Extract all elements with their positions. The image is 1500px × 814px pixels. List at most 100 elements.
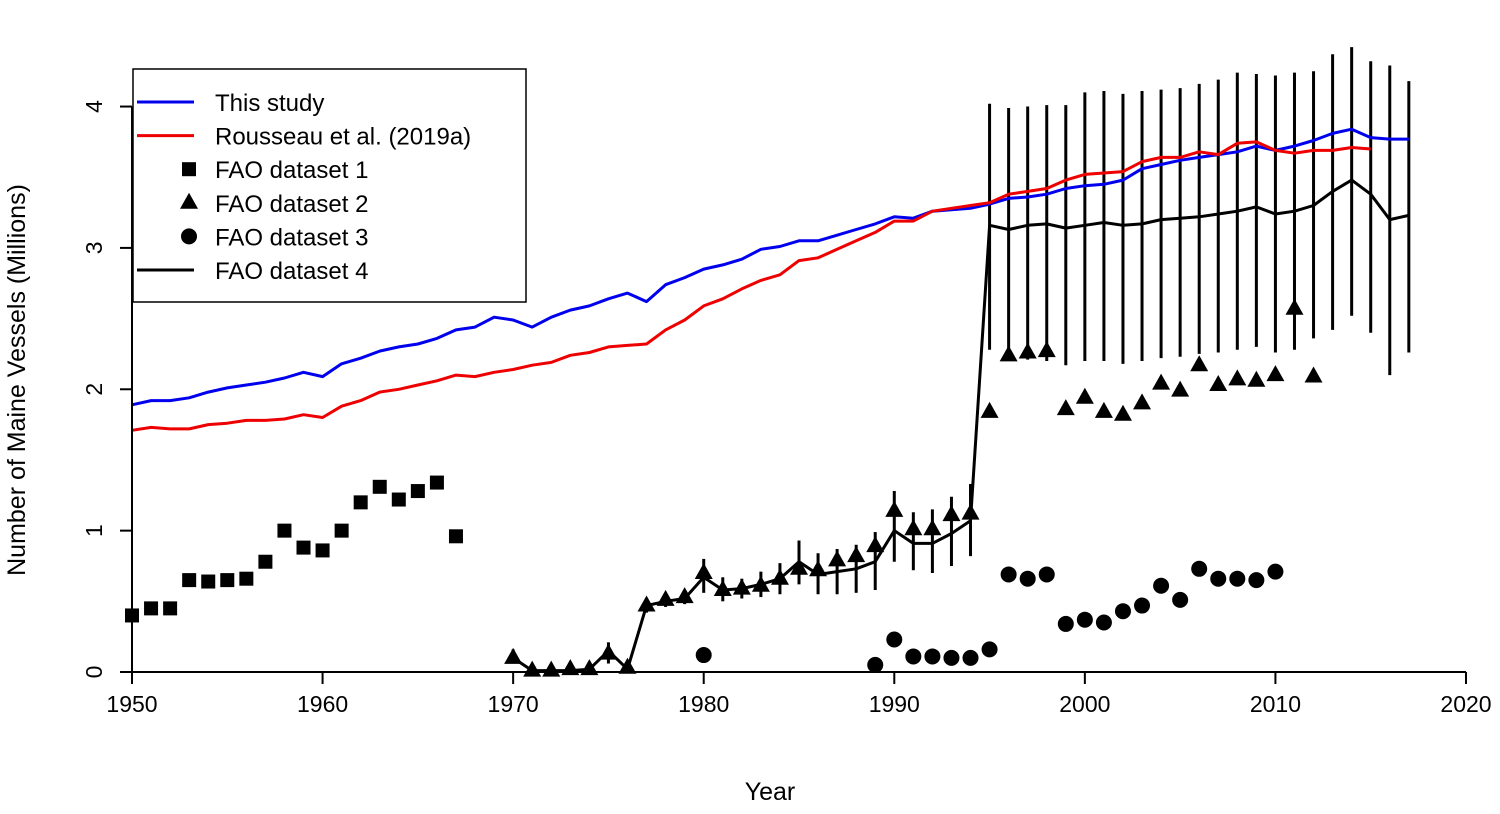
data-point-triangle — [1075, 387, 1094, 404]
data-point-circle — [962, 649, 979, 666]
x-tick-label: 1950 — [106, 691, 157, 717]
data-point-circle — [1191, 560, 1208, 577]
legend-marker-circle — [181, 228, 197, 245]
data-point-circle — [1038, 566, 1055, 583]
x-tick-label: 1990 — [869, 691, 920, 717]
data-point-triangle — [1094, 401, 1113, 418]
data-point-triangle — [1190, 355, 1209, 372]
y-tick-label: 2 — [81, 383, 107, 396]
data-point-circle — [1076, 611, 1093, 628]
data-point-triangle — [942, 505, 961, 522]
data-point-triangle — [790, 558, 808, 575]
data-point-triangle — [504, 647, 523, 664]
data-point-circle — [1153, 577, 1170, 594]
legend-marker-square — [182, 162, 196, 177]
legend-label: This study — [215, 90, 324, 117]
y-tick-label: 4 — [81, 100, 107, 113]
data-point-circle — [1248, 572, 1265, 589]
data-point-square — [372, 479, 387, 494]
data-point-circle — [695, 647, 712, 664]
x-tick-label: 1970 — [488, 691, 539, 717]
y-axis-ticks: 0 1 2 3 4 — [81, 100, 132, 678]
data-point-triangle — [675, 587, 694, 604]
data-point-circle — [1000, 566, 1017, 583]
data-point-triangle — [656, 589, 675, 606]
data-point-circle — [1057, 615, 1074, 632]
data-point-triangle — [809, 560, 828, 577]
legend-label: FAO dataset 2 — [215, 191, 368, 218]
data-point-square — [182, 573, 197, 588]
data-point-triangle — [1113, 404, 1132, 421]
data-point-triangle — [885, 500, 904, 517]
x-axis-title: Year — [745, 778, 796, 806]
data-point-square — [277, 523, 292, 538]
point-marker-layer — [125, 298, 1323, 677]
data-point-triangle — [523, 660, 542, 677]
x-tick-label: 1960 — [297, 691, 348, 717]
data-point-triangle — [1018, 342, 1037, 359]
y-tick-label: 1 — [81, 524, 107, 537]
data-point-triangle — [1152, 373, 1171, 390]
data-point-triangle — [1285, 298, 1304, 315]
data-point-triangle — [961, 503, 980, 520]
data-point-triangle — [1037, 341, 1056, 358]
x-tick-label: 2000 — [1059, 691, 1110, 717]
data-point-triangle — [599, 643, 618, 660]
legend-label: FAO dataset 3 — [215, 224, 368, 251]
data-point-triangle — [1228, 369, 1247, 386]
data-point-triangle — [732, 578, 751, 595]
data-point-square — [239, 571, 254, 586]
data-point-triangle — [980, 401, 999, 418]
y-axis-title: Number of Maine Vessels (Millions) — [3, 184, 31, 576]
legend-label: FAO dataset 1 — [215, 157, 368, 184]
legend: This study Rousseau et al. (2019a) FAO dat… — [132, 68, 527, 303]
data-point-square — [220, 573, 235, 588]
legend-label: Rousseau et al. (2019a) — [215, 124, 471, 151]
data-point-triangle — [923, 519, 942, 536]
data-point-triangle — [542, 660, 561, 677]
data-point-square — [334, 523, 349, 538]
legend-label: FAO dataset 4 — [215, 258, 368, 285]
data-point-triangle — [694, 563, 713, 580]
x-tick-label: 2010 — [1250, 691, 1301, 717]
data-point-square — [258, 554, 273, 569]
data-point-triangle — [751, 575, 770, 592]
data-point-square — [353, 495, 368, 510]
data-point-triangle — [770, 568, 789, 585]
legend-box — [132, 68, 527, 303]
data-point-triangle — [866, 536, 885, 553]
data-point-circle — [924, 648, 941, 665]
data-point-triangle — [1171, 380, 1190, 397]
data-point-square — [391, 492, 406, 507]
legend-marker-triangle — [180, 192, 198, 209]
data-point-circle — [1114, 603, 1131, 620]
data-point-triangle — [828, 550, 847, 567]
data-point-circle — [1267, 563, 1284, 580]
data-point-circle — [1172, 591, 1189, 608]
data-point-triangle — [1304, 366, 1323, 383]
data-point-triangle — [1209, 375, 1228, 392]
data-point-circle — [1019, 570, 1036, 587]
data-point-square — [429, 475, 444, 490]
data-point-square — [448, 529, 463, 544]
data-point-triangle — [637, 595, 656, 612]
data-point-square — [163, 601, 178, 616]
data-point-triangle — [1056, 399, 1075, 416]
data-point-square — [144, 601, 159, 616]
data-point-triangle — [1133, 393, 1152, 410]
data-point-square — [315, 543, 330, 558]
data-point-circle — [1134, 597, 1151, 614]
data-point-triangle — [999, 345, 1018, 362]
data-point-square — [296, 540, 311, 555]
y-tick-label: 3 — [81, 242, 107, 255]
data-point-circle — [867, 656, 884, 673]
data-point-circle — [1229, 570, 1246, 587]
data-point-square — [201, 574, 216, 589]
data-point-triangle — [1266, 365, 1285, 382]
data-point-triangle — [904, 519, 923, 536]
data-point-circle — [886, 631, 903, 648]
series-line-1 — [131, 127, 1409, 407]
data-point-circle — [1210, 570, 1227, 587]
